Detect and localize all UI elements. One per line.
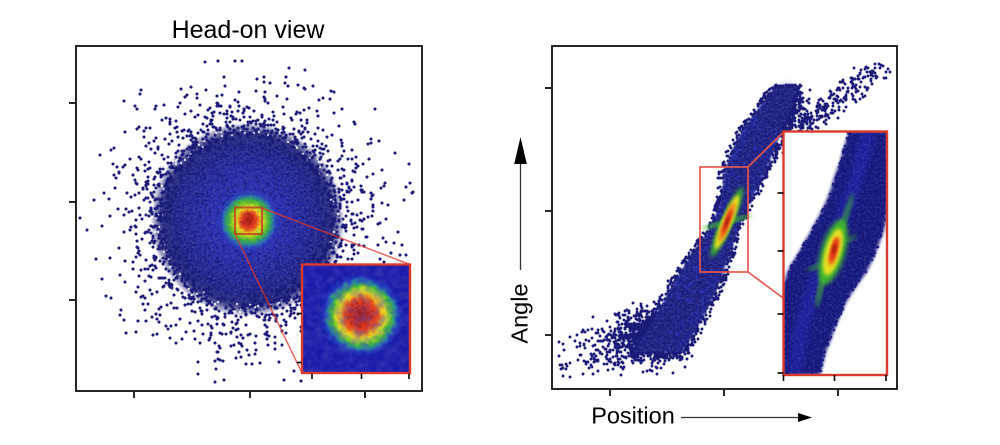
svg-text:Position: Position [591, 403, 675, 429]
svg-text:Head-on view: Head-on view [172, 16, 326, 44]
svg-text:Angle: Angle [507, 283, 533, 343]
